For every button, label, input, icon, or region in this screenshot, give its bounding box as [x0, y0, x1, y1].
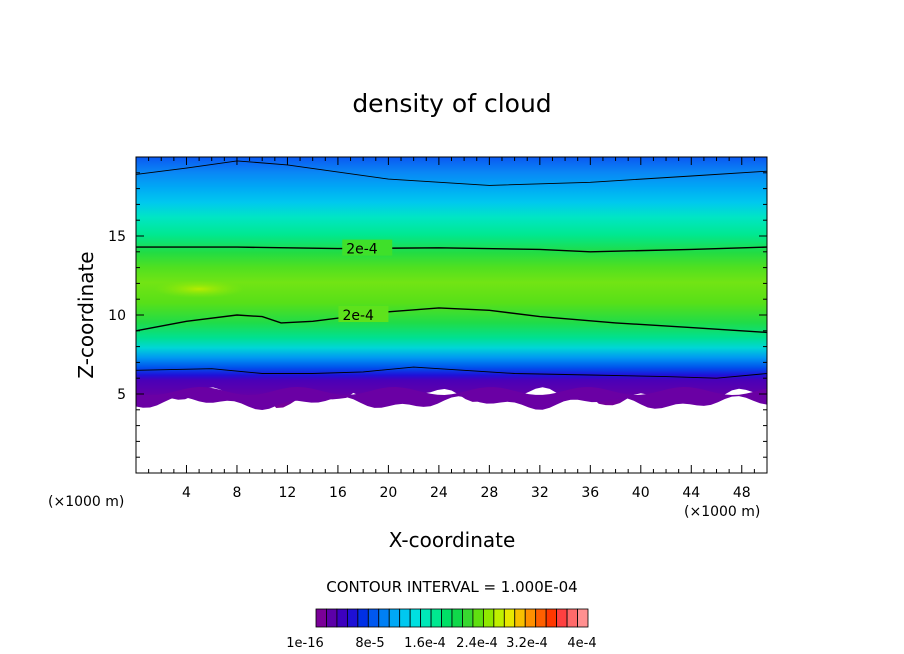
y-axis-ticks: 5 10 15 — [108, 172, 767, 458]
plot-area: 2e-4 2e-4 — [135, 156, 768, 474]
contour-line — [136, 246, 768, 253]
colorbar-swatch — [399, 608, 411, 628]
colorbar-tick-label: 2.4e-4 — [456, 636, 498, 651]
colorbar-swatch — [556, 608, 568, 628]
colorbar-tick-label: 1.6e-4 — [404, 636, 446, 651]
x-tick-label: 12 — [279, 485, 297, 501]
x-unit-label-left: (×1000 m) — [48, 494, 124, 510]
contour-label-backing — [338, 306, 389, 322]
x-axis-label: X-coordinate — [389, 528, 516, 552]
colorbar-swatch — [378, 608, 390, 628]
x-tick-label: 4 — [182, 485, 191, 501]
colorbar-tick-label: 1e-16 — [286, 636, 324, 651]
colorbar-swatch — [535, 608, 547, 628]
x-tick-label: 36 — [581, 485, 599, 501]
contour-line — [135, 366, 768, 379]
colorbar-swatch — [451, 608, 463, 628]
y-axis-label: Z-coordinate — [74, 251, 98, 378]
colorbar-tick-label: 4e-4 — [567, 636, 596, 651]
colorbar-swatch — [430, 608, 442, 628]
contour-line — [135, 160, 768, 186]
colorbar-swatch — [315, 608, 327, 628]
colorbar-swatch — [524, 608, 537, 628]
colorbar-swatch — [388, 608, 401, 628]
x-tick-label: 32 — [531, 485, 549, 501]
x-tick-label: 16 — [329, 485, 347, 501]
y-tick-label: 15 — [108, 229, 126, 245]
colorbar-tick-label: 8e-5 — [355, 636, 384, 651]
y-tick-label: 10 — [108, 308, 126, 324]
colorbar-swatch — [514, 608, 526, 628]
x-tick-label: 20 — [379, 485, 397, 501]
colorbar-swatch — [326, 608, 338, 628]
colorbar-tick-labels: 1e-16 8e-5 1.6e-4 2.4e-4 3.2e-4 4e-4 — [286, 636, 596, 651]
x-unit-label-right: (×1000 m) — [684, 504, 760, 520]
colorbar-swatch — [367, 608, 380, 628]
density-field — [136, 157, 767, 408]
colorbar-swatch — [462, 608, 474, 628]
colorbar-swatch — [566, 608, 578, 628]
x-tick-label: 28 — [480, 485, 498, 501]
colorbar-tick-label: 3.2e-4 — [506, 636, 548, 651]
x-tick-label: 8 — [232, 485, 241, 501]
x-tick-label: 44 — [682, 485, 700, 501]
colorbar — [315, 608, 589, 628]
contour-label: 2e-4 — [342, 308, 374, 324]
x-tick-label: 40 — [632, 485, 650, 501]
density-fringe — [136, 387, 767, 410]
colorbar-swatch — [545, 608, 558, 628]
y-tick-label: 5 — [117, 387, 126, 403]
colorbar-swatch — [357, 608, 369, 628]
colorbar-swatch — [441, 608, 453, 628]
contour-label-backing — [342, 239, 393, 256]
colorbar-swatch — [503, 608, 516, 628]
colorbar-swatch — [493, 608, 505, 628]
colorbar-swatch — [409, 608, 422, 628]
colorbar-swatch — [472, 608, 484, 628]
colorbar-swatch — [346, 608, 359, 628]
colorbar-swatch — [336, 608, 348, 628]
x-axis-ticks: 4 8 12 16 20 24 28 32 36 40 44 48 — [148, 157, 755, 501]
contour-label: 2e-4 — [346, 242, 378, 258]
x-tick-label: 24 — [430, 485, 448, 501]
x-tick-label: 48 — [733, 485, 751, 501]
colorbar-swatch — [577, 608, 589, 628]
contour-labels: 2e-4 2e-4 — [338, 239, 393, 324]
colorbar-swatch — [482, 608, 495, 628]
chart-title: density of cloud — [352, 89, 551, 118]
colorbar-swatch — [420, 608, 432, 628]
contour-interval-label: CONTOUR INTERVAL = 1.000E-04 — [326, 578, 577, 596]
density-maximum-blob — [154, 280, 244, 298]
